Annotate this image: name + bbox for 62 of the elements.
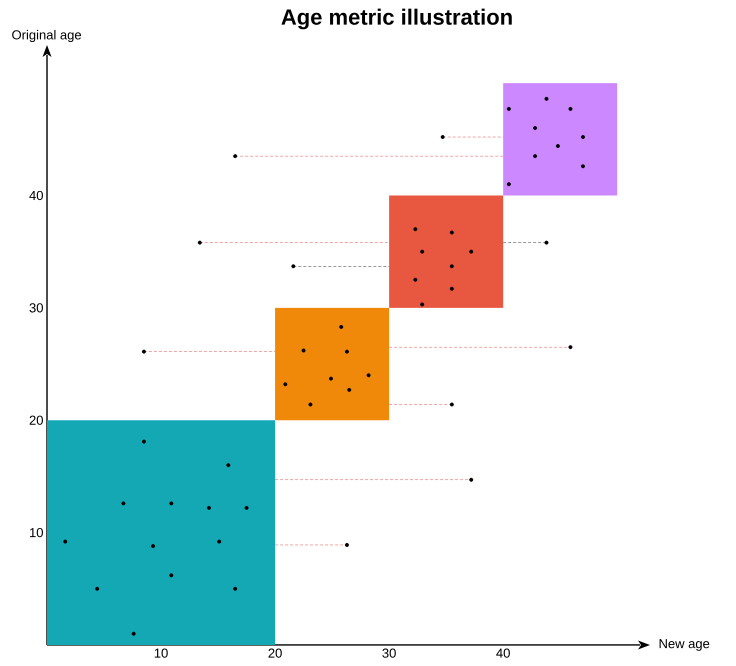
y-axis-title: Original age <box>12 30 82 42</box>
point <box>568 345 572 350</box>
point <box>63 540 68 544</box>
y-tick-label: 30 <box>30 303 43 312</box>
point <box>568 106 572 111</box>
point <box>413 278 418 282</box>
y-tick-label: 20 <box>30 416 43 425</box>
point <box>533 154 538 158</box>
point <box>544 96 548 101</box>
x-tick-label: 10 <box>154 648 168 658</box>
point <box>302 348 306 353</box>
point <box>344 350 349 354</box>
point <box>291 264 296 268</box>
point <box>283 382 288 386</box>
y-tick-label: 40 <box>29 190 43 200</box>
point <box>169 573 174 578</box>
y-tick-label: 10 <box>30 528 43 538</box>
point <box>169 501 174 506</box>
bar <box>275 308 390 420</box>
point <box>544 240 548 245</box>
point <box>556 144 560 148</box>
x-axis-title: New age <box>660 639 710 651</box>
point <box>347 388 352 392</box>
point <box>142 350 146 354</box>
chart-title: Age metric illustration <box>281 8 512 30</box>
point <box>420 250 424 254</box>
point <box>233 154 238 158</box>
point <box>469 250 474 254</box>
point <box>506 182 511 186</box>
point <box>244 506 249 510</box>
point <box>142 440 146 444</box>
point <box>420 302 424 306</box>
point <box>206 506 211 510</box>
point <box>95 586 100 591</box>
point <box>121 501 126 506</box>
point <box>450 402 454 406</box>
point <box>506 106 511 111</box>
point <box>344 542 349 547</box>
point <box>308 402 312 406</box>
point <box>580 135 585 140</box>
bar <box>389 195 504 308</box>
point <box>366 373 371 378</box>
point <box>450 286 454 291</box>
point <box>151 544 156 548</box>
point <box>533 126 538 130</box>
point <box>413 227 418 232</box>
point <box>233 586 238 591</box>
point <box>469 478 474 482</box>
point <box>339 324 344 329</box>
point <box>450 230 454 235</box>
x-tick-label: 20 <box>268 648 282 658</box>
x-tick-label: 30 <box>382 648 396 658</box>
point <box>217 540 222 544</box>
point <box>226 463 230 468</box>
point <box>450 264 454 268</box>
point <box>580 164 585 168</box>
bar <box>503 83 618 196</box>
x-tick-label: 40 <box>496 648 510 658</box>
point <box>328 376 333 381</box>
point <box>132 632 136 636</box>
point <box>440 135 445 140</box>
point <box>198 240 202 245</box>
